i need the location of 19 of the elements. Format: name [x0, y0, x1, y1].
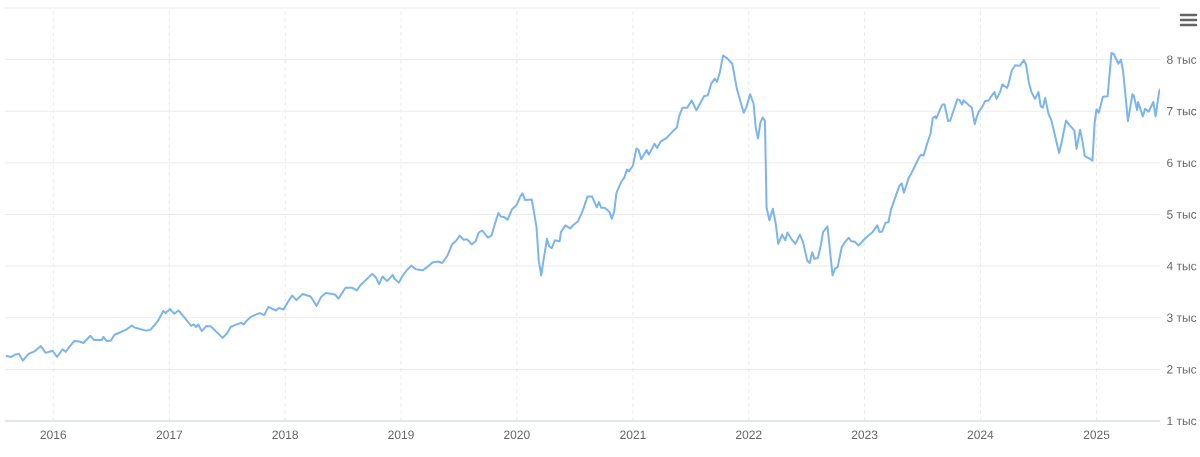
y-tick-label: 2 тыс: [1167, 365, 1197, 374]
x-tick-label: 2024: [967, 430, 994, 440]
x-tick-label: 2018: [272, 430, 299, 440]
line-series: [5, 51, 1160, 362]
x-tick-label: 2023: [851, 430, 878, 440]
y-tick-label: 6 тыс: [1167, 158, 1197, 168]
x-tick-label: 2017: [156, 430, 183, 440]
x-tick-label: 2025: [1083, 430, 1110, 440]
x-tick-label: 2021: [620, 430, 646, 440]
y-tick-label: 4 тыс: [1166, 261, 1197, 271]
x-tick-label: 2020: [504, 430, 530, 440]
x-tick-label: 2022: [736, 430, 762, 440]
x-tick-label: 2016: [40, 430, 67, 440]
y-tick-label: 1 тыс: [1167, 416, 1197, 426]
y-tick-label: 3 тыс: [1166, 313, 1197, 322]
y-tick-label: 8 тыс: [1167, 55, 1197, 64]
y-tick-label: 5 тыс: [1167, 210, 1197, 219]
y-tick-label: 7 тыс: [1167, 107, 1197, 116]
x-tick-label: 2019: [388, 430, 414, 440]
